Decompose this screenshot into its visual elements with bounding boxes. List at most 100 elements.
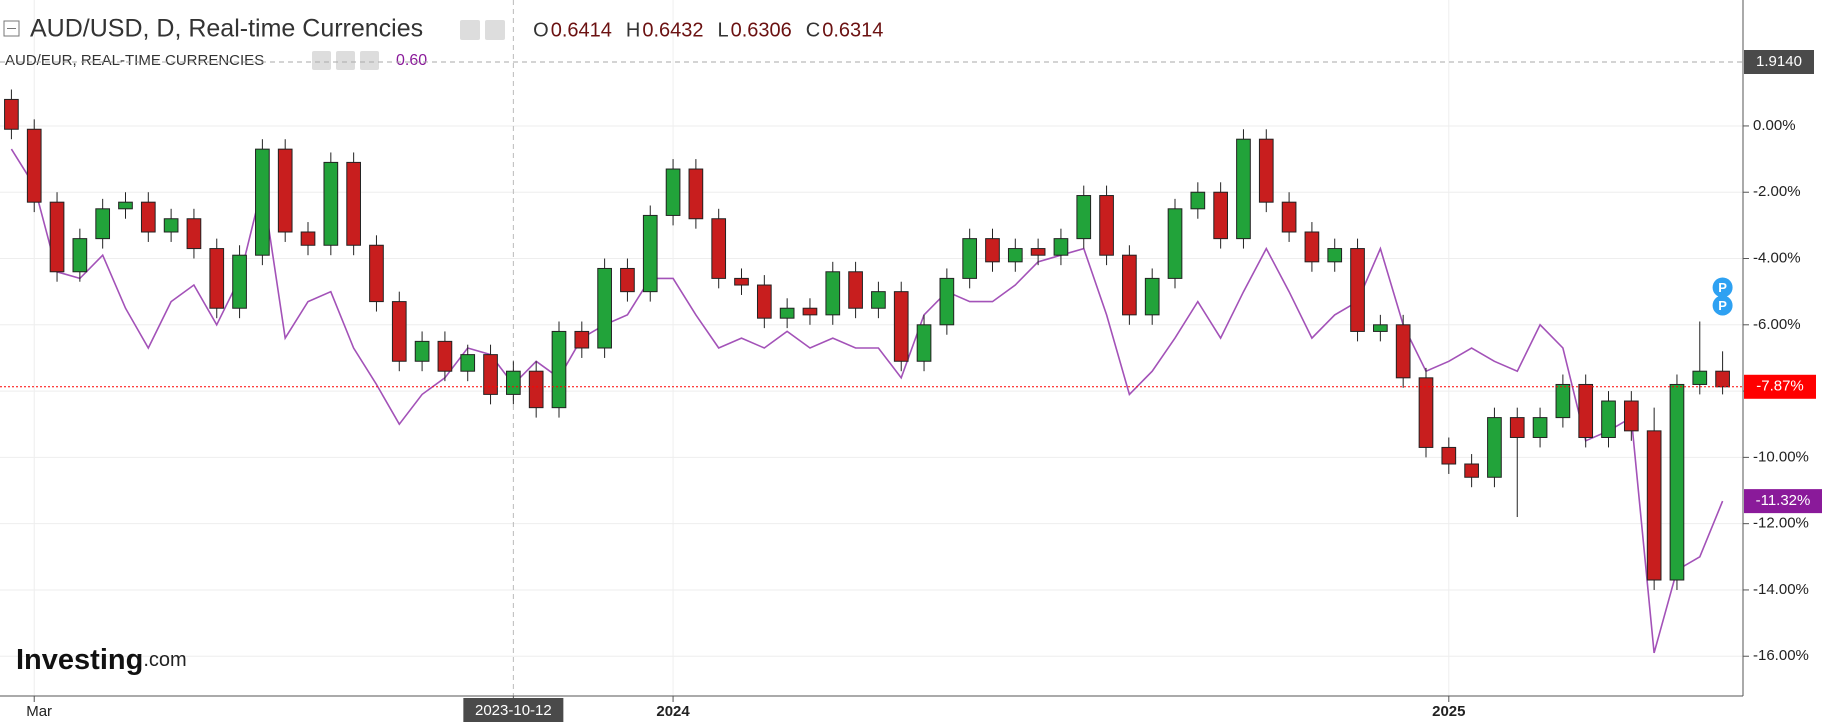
candle-body [1304, 231, 1320, 263]
candle-body [255, 148, 270, 256]
candle-body [939, 277, 955, 326]
candle-body [1099, 195, 1114, 256]
candle-body [642, 214, 658, 293]
candle-body [4, 98, 19, 130]
ohlc-value: 0.6432 [642, 19, 703, 41]
candle-body [1623, 400, 1639, 432]
candle-body [26, 128, 42, 203]
candle-body [1327, 248, 1343, 263]
candle-body [825, 271, 841, 316]
candle-body [209, 248, 225, 309]
candle-body [1236, 138, 1251, 240]
last-value-box [1744, 489, 1822, 514]
current-price-label: -7.87% [1756, 378, 1804, 395]
candle-body [893, 291, 909, 362]
candle-body [1373, 324, 1388, 332]
y-tick-label: -4.00% [1753, 249, 1801, 266]
candle-body [1487, 417, 1502, 478]
candle-body [734, 277, 749, 286]
candle-body [688, 168, 704, 220]
candle-body [1144, 277, 1160, 316]
candle-body [346, 161, 361, 246]
series-title: AUD/USD, D, Real-time Currencies [30, 15, 423, 43]
y-tick-label: -2.00% [1753, 183, 1801, 200]
candle-body [551, 330, 567, 409]
event-marker-label: P [1718, 280, 1727, 295]
candle-body [118, 201, 133, 210]
candle-body [962, 238, 978, 279]
eye-icon[interactable] [460, 20, 480, 40]
candle-body [72, 238, 88, 273]
candle-body [1464, 463, 1479, 478]
candle-body [506, 370, 521, 395]
candle-body [414, 340, 430, 362]
candle-body [1555, 383, 1571, 419]
candle-body [437, 340, 453, 372]
candle-body [620, 267, 635, 293]
candle-body [597, 267, 612, 349]
candle-body [277, 148, 293, 233]
candle-body [300, 231, 316, 246]
candle-body [1030, 248, 1046, 256]
x-tick-label: 2025 [1432, 703, 1465, 720]
candle-body [1715, 370, 1730, 388]
candle-body [985, 238, 1000, 263]
candle-body [779, 307, 795, 319]
candle-body [848, 271, 863, 309]
candle-body [1190, 191, 1206, 210]
logo-brand: Investing [16, 644, 143, 676]
ohlc-label: L [718, 19, 729, 41]
candle-body [1350, 248, 1365, 332]
candle-body [528, 370, 544, 409]
candle-body [1532, 417, 1548, 438]
candle-body [49, 201, 65, 273]
candle-body [1509, 417, 1525, 438]
collapse-icon[interactable] [3, 20, 20, 37]
event-marker-label: P [1718, 298, 1727, 313]
candle-body [232, 254, 247, 309]
candle-body [1053, 238, 1069, 256]
candle-body [1395, 324, 1411, 379]
candle-body [1281, 201, 1297, 233]
candle-body [1122, 254, 1137, 316]
candle-body [871, 291, 886, 309]
candle-body [916, 324, 932, 362]
series-line [10, 148, 1724, 654]
y-tick-label: -14.00% [1753, 581, 1809, 598]
y-tick-label: -6.00% [1753, 316, 1801, 333]
candle-body [1578, 383, 1594, 438]
last-value-label: -11.32% [1756, 492, 1811, 509]
candle-body [163, 218, 179, 233]
logo: Investing.com [16, 644, 187, 676]
candle-body [1007, 248, 1023, 263]
candle-body [186, 218, 202, 250]
event-marker[interactable] [1712, 277, 1733, 298]
candle-body [1076, 195, 1092, 240]
x-tick-label: 2024 [656, 703, 690, 720]
close-icon[interactable] [360, 51, 379, 70]
candle-body [1692, 370, 1708, 385]
crosshair-box [1744, 50, 1814, 74]
candle-body [1441, 446, 1457, 465]
x-tick-label: Mar [26, 703, 52, 720]
candle-body [665, 168, 681, 216]
candle-body [369, 244, 384, 303]
y-tick-label: -16.00% [1753, 647, 1809, 664]
candle-body [1418, 377, 1434, 448]
ohlc-label: O [533, 19, 549, 41]
candle-body [1669, 383, 1685, 581]
event-marker[interactable] [1712, 295, 1733, 316]
crosshair-label: 1.9140 [1756, 53, 1802, 70]
series-readout: 0.60 [396, 52, 427, 69]
candle-body [460, 354, 476, 372]
candle-body [323, 161, 339, 246]
eye-icon[interactable] [312, 51, 331, 70]
candle-body [391, 301, 407, 362]
settings-icon[interactable] [336, 51, 355, 70]
settings-icon[interactable] [485, 20, 505, 40]
ohlc-value: 0.6306 [731, 19, 792, 41]
candle-body [140, 201, 156, 233]
plot [0, 89, 1743, 654]
